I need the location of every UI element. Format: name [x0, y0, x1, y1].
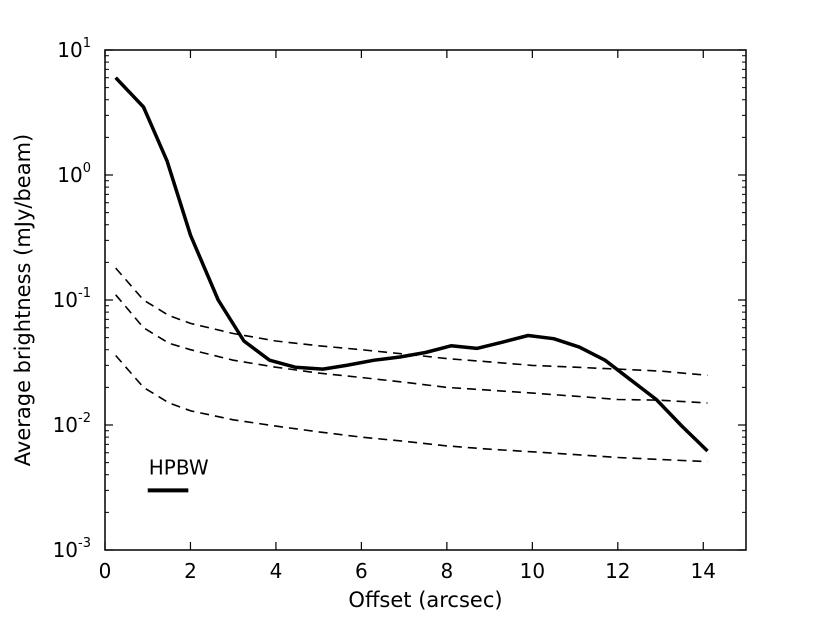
- series-line-2: [115, 294, 708, 404]
- series-line-0: [114, 76, 709, 453]
- x-tick-label: 12: [605, 559, 630, 583]
- x-tick-label: 0: [99, 559, 112, 583]
- x-axis: 0 2 4 6 8 10 12 14: [99, 50, 716, 583]
- series-line-1: [115, 267, 708, 377]
- x-tick-label: 8: [440, 559, 453, 583]
- y-axis-label: Average brightness (mJy/beam): [11, 134, 35, 466]
- x-axis-label: Offset (arcsec): [348, 588, 502, 612]
- y-tick-label: 10-3: [53, 536, 91, 562]
- hpbw-label: HPBW: [149, 455, 209, 479]
- x-tick-label: 6: [355, 559, 368, 583]
- x-tick-label: 4: [270, 559, 283, 583]
- y-tick-label: 100: [57, 161, 91, 187]
- y-tick-label: 10-1: [53, 286, 91, 312]
- series-layer: [114, 76, 709, 463]
- x-tick-label: 2: [184, 559, 197, 583]
- y-tick-label: 10-2: [53, 411, 91, 437]
- y-axis: 10-3 10-2 10-1 100 101: [53, 36, 746, 562]
- x-tick-label: 10: [520, 559, 545, 583]
- series-line-3: [115, 354, 708, 463]
- y-tick-label: 101: [57, 36, 91, 62]
- x-tick-label: 14: [691, 559, 716, 583]
- annotation-layer: HPBW: [147, 455, 209, 493]
